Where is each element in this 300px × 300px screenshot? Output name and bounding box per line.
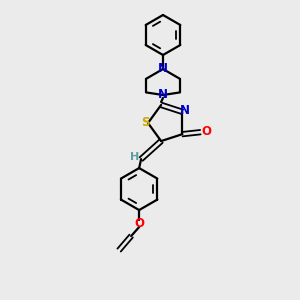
Text: N: N <box>180 104 190 117</box>
Text: O: O <box>134 217 144 230</box>
Text: O: O <box>201 125 212 138</box>
Text: H: H <box>130 152 139 162</box>
Text: N: N <box>158 62 168 76</box>
Text: N: N <box>158 88 168 101</box>
Text: S: S <box>141 116 149 130</box>
